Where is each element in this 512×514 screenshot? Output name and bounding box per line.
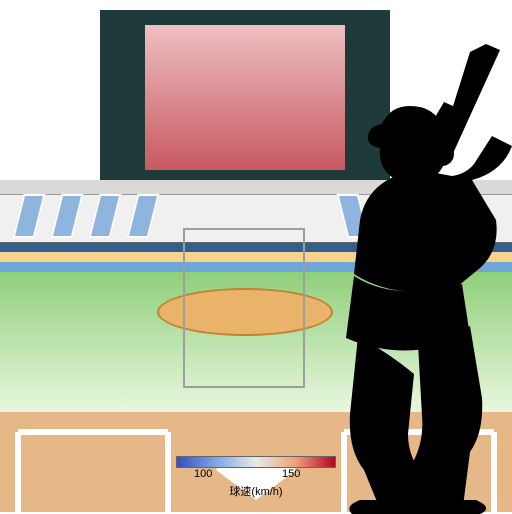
legend-tick: 100 [194,468,212,480]
legend-tick: 150 [282,468,300,480]
baseball-pitch-scene: 100150 球速(km/h) [0,0,512,512]
batter-silhouette [300,44,512,514]
